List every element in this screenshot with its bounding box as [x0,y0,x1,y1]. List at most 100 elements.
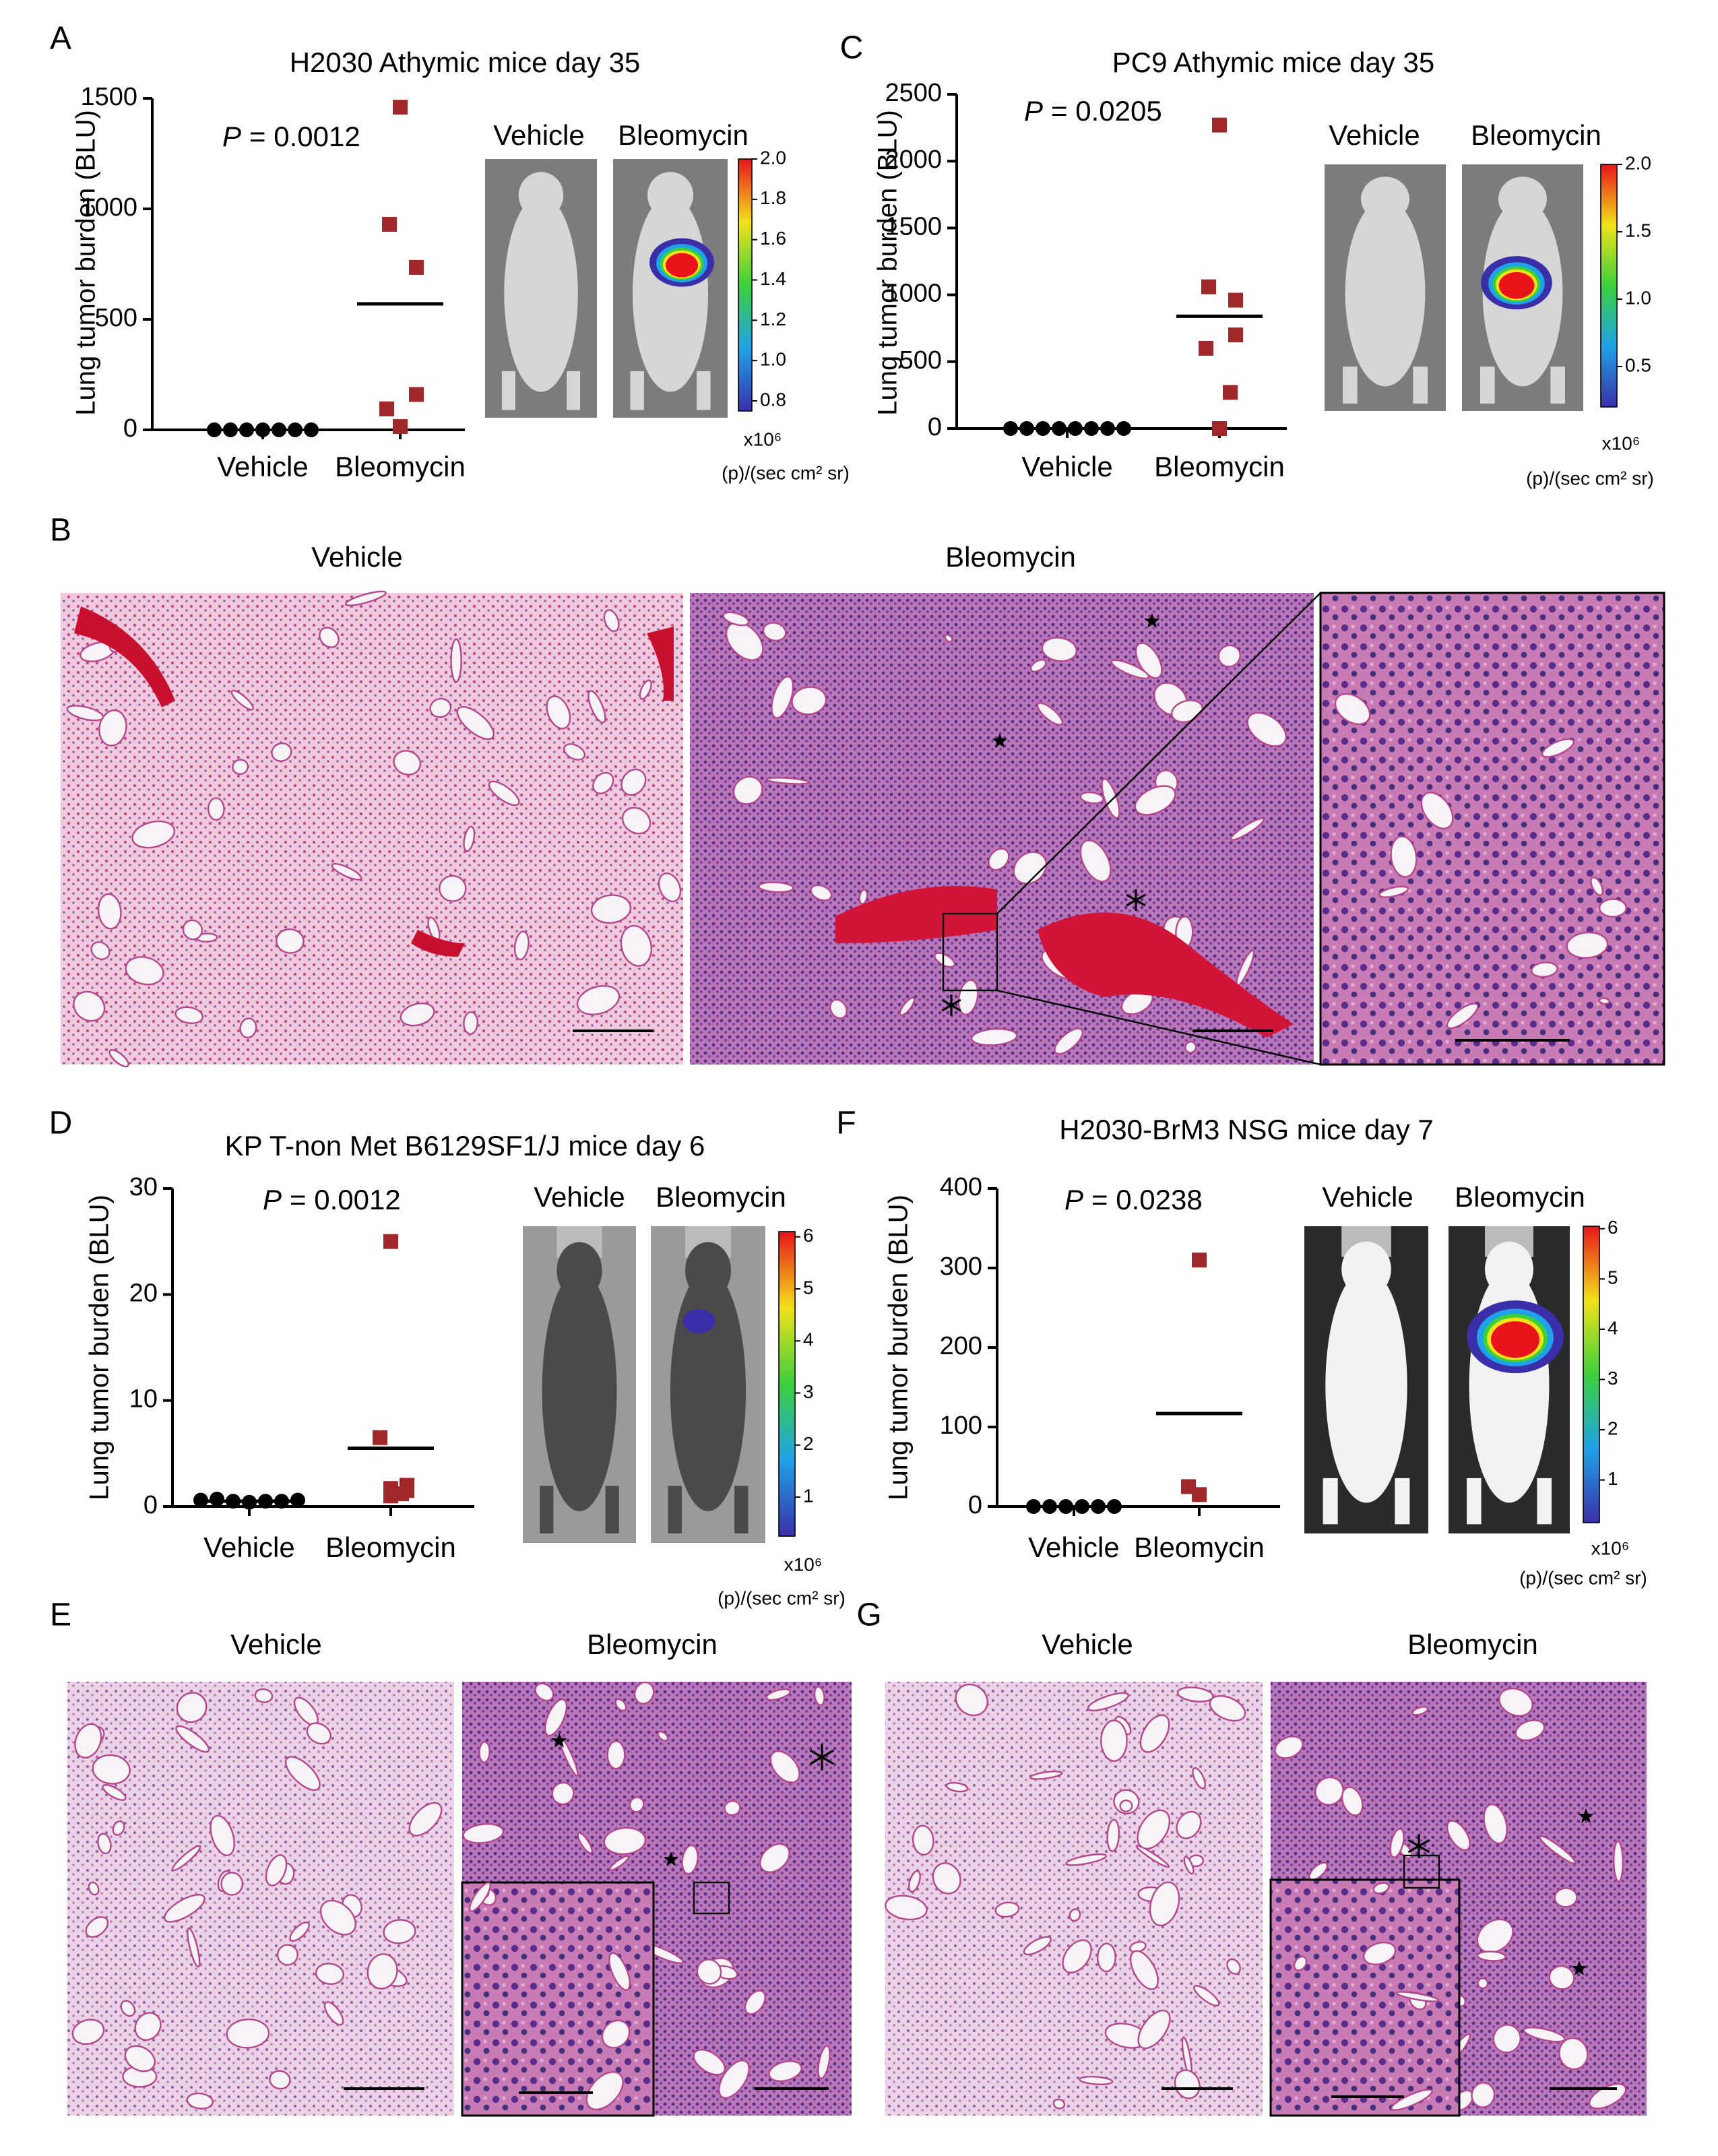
mouse-image [651,1226,765,1543]
x-tick-label: Vehicle [1021,451,1112,482]
data-point [1075,1499,1089,1514]
airway [171,1845,201,1872]
image-label: Bleomycin [618,119,749,151]
y-tick-label: 0 [928,413,942,441]
airway [174,1006,203,1024]
data-point [223,422,238,437]
asterisk-marker [941,998,961,1012]
airway [693,2049,726,2076]
airway [1590,876,1603,896]
y-tick-label: 0 [123,414,137,443]
airway [319,1899,356,1936]
airway [1558,2037,1589,2070]
airway [1183,1856,1195,1875]
airway [1420,792,1454,829]
airway [125,956,164,986]
data-point [382,216,397,232]
y-tick-label: 1000 [885,280,942,308]
airway [1226,1958,1241,1975]
airway [1193,1985,1220,2006]
airway [1062,1939,1092,1973]
mouse-body [670,1270,746,1511]
data-point [1019,421,1034,436]
colorbar-tick-label: 2 [1608,1418,1618,1438]
airway [1476,1918,1514,1953]
data-point [379,401,394,416]
airway [1176,1686,1214,1703]
y-tick-label: 500 [95,304,137,332]
airway [970,1027,1018,1046]
airway [621,806,651,835]
panel-label: F [836,1106,856,1141]
airway [134,2012,162,2041]
airway [331,862,362,881]
airway [230,689,254,711]
airway [163,1894,205,1923]
mouse-body [1345,199,1426,387]
mouse-leg [567,371,581,410]
mouse-body [542,1270,617,1511]
airway [1029,659,1047,673]
star-marker [1571,1961,1587,1975]
colorbar-tick-label: 0.8 [760,389,786,410]
colorbar [1600,164,1618,408]
p-symbol: P [1064,1184,1083,1215]
airway [463,825,476,852]
colorbar-tick-label: 1.0 [1625,287,1651,308]
airway [1483,1803,1508,1845]
airway [1139,1714,1170,1753]
data-point [1107,1499,1122,1514]
airway [551,1781,575,1806]
mouse-leg [1323,1478,1338,1525]
colorbar-tick-label: 1 [1608,1468,1618,1489]
data-point [1091,1499,1106,1514]
airway [124,2045,156,2072]
image-label: Bleomycin [1455,1181,1585,1213]
colorbar [738,158,753,412]
airway [344,590,387,606]
colorbar-tick-label: 1.0 [760,349,786,370]
airway [546,695,571,730]
data-point [1042,1499,1057,1514]
p-text: = 0.0205 [1051,95,1162,127]
y-tick-label: 300 [940,1253,982,1281]
bioluminescence [1491,1321,1539,1358]
mouse-leg [1467,1478,1482,1525]
mouse-leg [697,371,711,410]
airway [791,686,827,716]
airway [1372,1882,1390,1895]
y-tick-label: 30 [129,1173,158,1201]
airway [319,627,340,648]
airway [1176,1810,1202,1839]
airway [276,1944,298,1966]
y-tick-label: 1500 [80,83,137,111]
mouse-image [1462,164,1583,411]
asterisk-marker [1407,1839,1430,1853]
airway [220,1872,244,1896]
airway [718,2060,750,2099]
airway [1363,1941,1397,1965]
colorbar-unit: x10⁶ [1602,433,1641,453]
asterisk-marker [809,1749,835,1765]
airway [1613,1840,1624,1882]
airway [92,1754,131,1785]
airway [988,848,1010,871]
airway [1184,1041,1197,1054]
data-point [210,1491,224,1507]
airway [1293,1956,1308,1971]
data-point [1212,421,1227,436]
airway [284,1756,321,1791]
airway [1079,2076,1114,2085]
data-point [272,422,286,437]
hemorrhage [835,886,1294,1038]
section-label: Vehicle [311,541,402,573]
airway [210,1814,235,1856]
airway [97,1833,112,1855]
section-label: Bleomycin [945,541,1076,573]
airway [239,1017,257,1039]
zoom-connector [996,592,1321,914]
airway [1411,1706,1429,1716]
blood-vessel [74,606,674,957]
mouse-leg [605,1486,619,1533]
histology-image [1319,592,1665,1066]
